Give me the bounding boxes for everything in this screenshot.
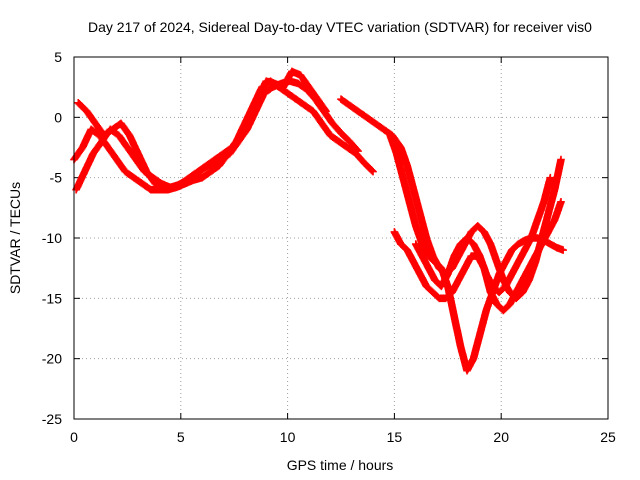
series-3-points — [72, 77, 362, 194]
x-axis-title: GPS time / hours — [287, 457, 394, 473]
y-tick-label: 0 — [54, 109, 62, 125]
plot-frame — [73, 56, 609, 420]
y-tick-label: -5 — [50, 170, 63, 186]
ticks-layer: 0 5 10 15 20 25 5 0 -5 -10 -15 -20 -25 — [42, 49, 616, 445]
y-tick-label: -25 — [42, 411, 62, 427]
series-7-points — [411, 173, 555, 297]
x-tick-label: 20 — [493, 429, 509, 445]
x-tick-label: 0 — [70, 429, 78, 445]
y-tick-label: 5 — [54, 49, 62, 65]
marks-layer — [70, 67, 567, 375]
y-tick-label: -20 — [42, 351, 62, 367]
x-tick-label: 10 — [280, 429, 296, 445]
x-tick-label: 5 — [177, 429, 185, 445]
y-axis-title: SDTVAR / TECUs — [7, 182, 23, 294]
y-tick-label: -15 — [42, 290, 62, 306]
x-tick-label: 25 — [600, 429, 616, 445]
series-3 — [72, 77, 362, 194]
y-tick-label: -10 — [42, 230, 62, 246]
series-7 — [411, 173, 555, 297]
chart-title: Day 217 of 2024, Sidereal Day-to-day VTE… — [88, 19, 592, 35]
series-5 — [386, 131, 567, 375]
series-5-points — [386, 131, 567, 375]
x-tick-label: 15 — [387, 429, 403, 445]
